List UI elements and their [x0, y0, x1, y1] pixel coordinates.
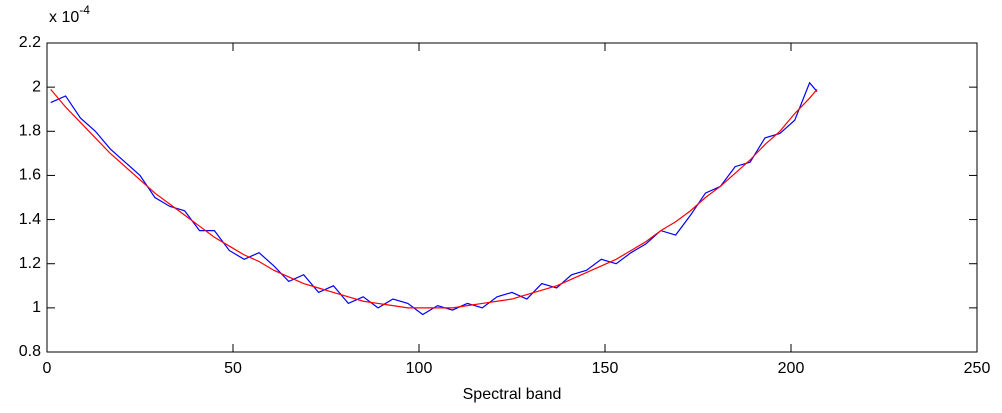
multiplier-base: x 10: [49, 9, 79, 26]
data-line: [50, 81, 818, 316]
y-tick-label: 2: [32, 78, 41, 95]
x-tick-label: 100: [406, 360, 433, 377]
x-tick-label: 250: [964, 360, 991, 377]
data-line: [50, 88, 818, 309]
y-tick-label: 1.6: [19, 167, 41, 184]
x-tick-label: 150: [592, 360, 619, 377]
y-tick-label: 1: [32, 299, 41, 316]
axis-multiplier: x 10-4: [49, 3, 90, 26]
y-tick-label: 1.2: [19, 255, 41, 272]
y-tick-label: 1.8: [19, 123, 41, 140]
x-axis-label: Spectral band: [463, 386, 562, 403]
x-tick-label: 0: [43, 360, 52, 377]
multiplier-exponent: -4: [79, 3, 90, 17]
x-tick-label: 200: [778, 360, 805, 377]
x-tick-label: 50: [224, 360, 242, 377]
y-tick-label: 2.2: [19, 34, 41, 51]
y-tick-label: 1.4: [19, 211, 41, 228]
y-tick-label: 0.8: [19, 343, 41, 360]
plot-frame: [46, 42, 978, 353]
